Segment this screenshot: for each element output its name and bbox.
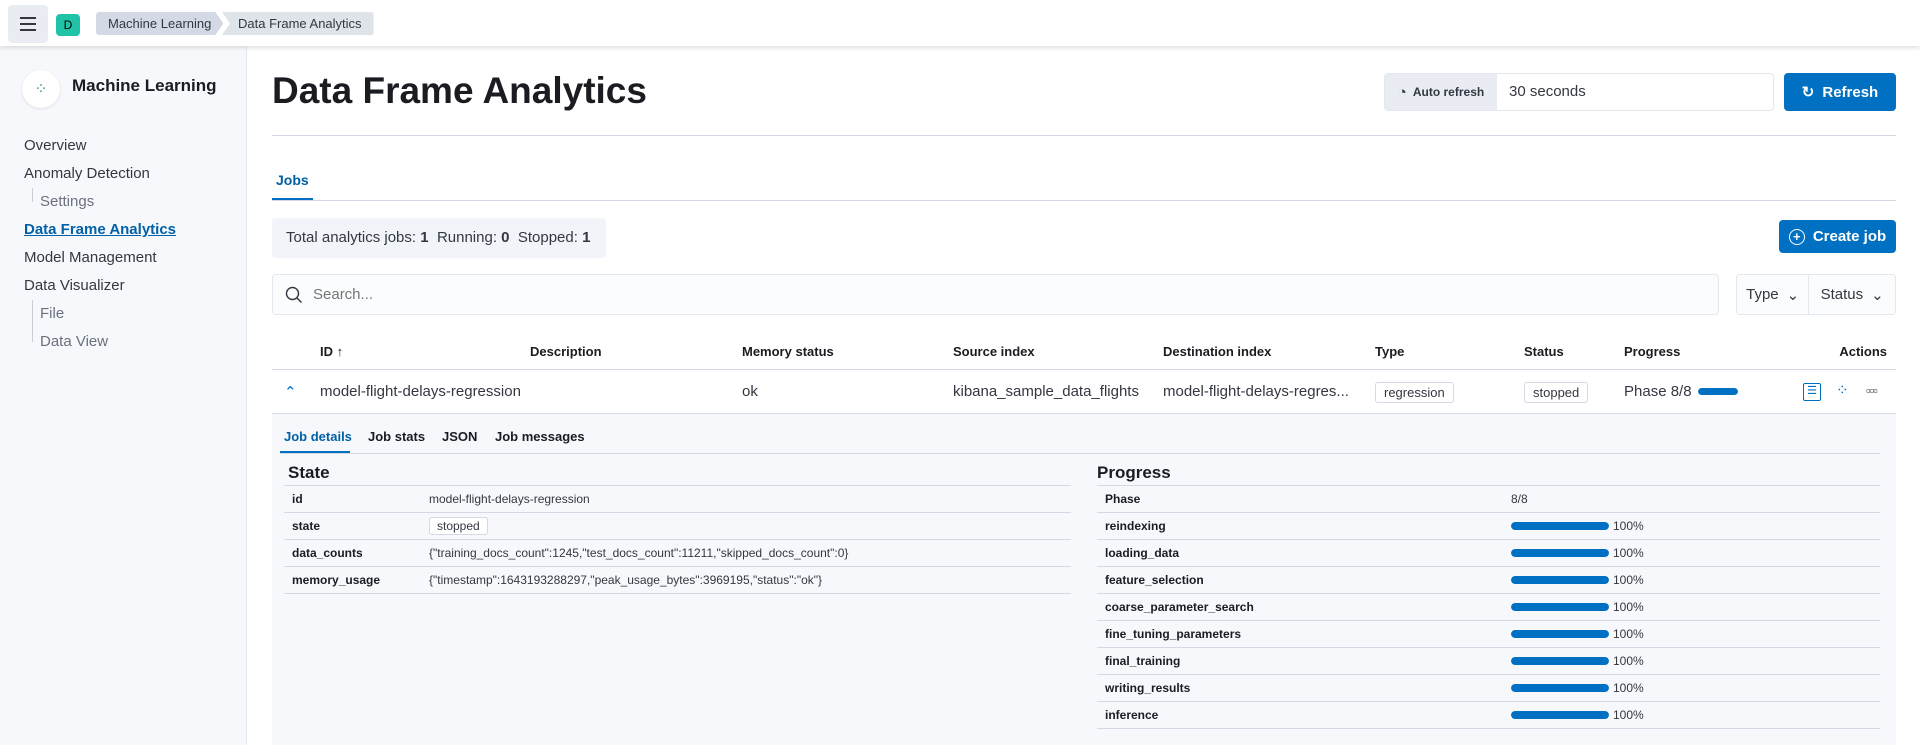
progress-row-inference: inference 100% (1097, 702, 1880, 729)
state-row-data-counts: data_counts {"training_docs_count":1245,"… (284, 540, 1071, 567)
machine-learning-logo-icon: ⁘ (22, 70, 60, 108)
state-heading: State (288, 463, 330, 482)
phase-progress-bar (1511, 711, 1609, 719)
progress-heading: Progress (1097, 463, 1171, 482)
column-header-progress: Progress (1624, 344, 1681, 359)
column-header-description: Description (530, 344, 602, 359)
state-row-state: state stopped (284, 513, 1071, 540)
progress-row-writing-results: writing_results 100% (1097, 675, 1880, 702)
auto-refresh-value[interactable]: 30 seconds (1509, 83, 1586, 100)
sidebar-item-anomaly-detection[interactable]: Anomaly Detection (24, 165, 150, 182)
space-avatar[interactable]: D (56, 14, 80, 36)
chevron-down-icon: ⌄ (1786, 286, 1800, 304)
progress-row-loading-data: loading_data 100% (1097, 540, 1880, 567)
filter-group: Type ⌄ Status ⌄ (1736, 274, 1896, 315)
column-header-source-index[interactable]: Source index (953, 344, 1035, 359)
chevron-down-icon: ⌄ (1871, 286, 1884, 304)
column-header-id[interactable]: ID ↑ (320, 344, 344, 359)
collapse-row-chevron-up-icon[interactable]: ⌃ (284, 384, 297, 401)
tab-jobs[interactable]: Jobs (276, 172, 309, 188)
search-field[interactable] (272, 274, 1719, 315)
type-filter[interactable]: Type ⌄ (1746, 286, 1800, 304)
state-table: id model-flight-delays-regression state st… (284, 485, 1071, 594)
auto-refresh-control[interactable]: ◔ Auto refresh 30 seconds (1384, 73, 1774, 111)
phase-progress-bar (1511, 603, 1609, 611)
progress-table: Phase 8/8 reindexing 100% loading_data 100% f… (1097, 485, 1880, 729)
breadcrumb-data-frame-analytics: Data Frame Analytics (222, 12, 374, 35)
search-input[interactable] (313, 286, 1613, 303)
refresh-icon: ↻ (1801, 84, 1815, 101)
phase-progress-bar (1511, 684, 1609, 692)
progress-row-final-training: final_training 100% (1097, 648, 1880, 675)
divider (272, 135, 1896, 136)
sidebar-item-file[interactable]: File (40, 305, 65, 322)
phase-progress-bar (1511, 522, 1609, 530)
search-icon (285, 286, 302, 303)
type-badge: regression (1375, 382, 1454, 403)
breadcrumb-machine-learning[interactable]: Machine Learning (96, 12, 223, 35)
expanded-row (272, 414, 1896, 745)
clock-refresh-icon: ◔ (1397, 83, 1407, 101)
sidebar-item-data-frame-analytics[interactable]: Data Frame Analytics (24, 221, 177, 238)
menu-button[interactable] (8, 5, 48, 43)
hamburger-icon (20, 17, 36, 19)
sidebar (0, 46, 247, 745)
more-actions-icon[interactable]: ▫▫▫ (1866, 383, 1878, 398)
tab-job-details[interactable]: Job details (284, 429, 352, 444)
status-badge: stopped (1524, 382, 1589, 403)
sidebar-item-overview[interactable]: Overview (24, 137, 87, 154)
tab-job-stats[interactable]: Job stats (368, 429, 426, 444)
sidebar-item-settings[interactable]: Settings (40, 193, 95, 210)
phase-progress-bar (1511, 630, 1609, 638)
column-header-destination-index[interactable]: Destination index (1163, 344, 1272, 359)
progress-row-fine-tuning-parameters: fine_tuning_parameters 100% (1097, 621, 1880, 648)
column-header-type[interactable]: Type (1375, 344, 1405, 359)
memory-status: ok (742, 383, 758, 400)
phase-progress-bar (1511, 657, 1609, 665)
sidebar-item-data-visualizer[interactable]: Data Visualizer (24, 277, 125, 294)
destination-index: model-flight-delays-regres... (1163, 383, 1349, 400)
column-header-actions: Actions (1839, 344, 1887, 359)
progress-row-phase: Phase 8/8 (1097, 486, 1880, 513)
top-header: D Machine Learning Data Frame Analytics (0, 0, 1920, 46)
tab-job-messages[interactable]: Job messages (495, 429, 585, 444)
auto-refresh-label[interactable]: ◔ Auto refresh (1385, 74, 1497, 110)
tab-json[interactable]: JSON (442, 429, 478, 444)
column-header-status[interactable]: Status (1524, 344, 1564, 359)
sidebar-title: Machine Learning (72, 76, 217, 95)
progress-row-reindexing: reindexing 100% (1097, 513, 1880, 540)
create-job-button[interactable]: + Create job (1779, 220, 1896, 253)
phase-progress-bar (1511, 576, 1609, 584)
refresh-button[interactable]: ↻ Refresh (1784, 73, 1896, 111)
progress-row-coarse-parameter-search: coarse_parameter_search 100% (1097, 594, 1880, 621)
source-index: kibana_sample_data_flights (953, 383, 1139, 400)
map-icon[interactable]: ⁘ (1836, 382, 1849, 399)
page-title: Data Frame Analytics (272, 70, 647, 111)
job-id[interactable]: model-flight-delays-regression (320, 383, 521, 400)
phase-progress-bar (1511, 549, 1609, 557)
column-header-memory-status[interactable]: Memory status (742, 344, 834, 359)
view-results-icon[interactable]: ☰ (1803, 383, 1821, 401)
job-progress: Phase 8/8 (1624, 383, 1738, 400)
status-filter[interactable]: Status ⌄ (1808, 275, 1895, 314)
state-row-id: id model-flight-delays-regression (284, 486, 1071, 513)
job-progress-bar (1697, 388, 1738, 395)
plus-circle-icon: + (1788, 228, 1805, 245)
sidebar-item-data-view[interactable]: Data View (40, 333, 109, 350)
progress-row-feature-selection: feature_selection 100% (1097, 567, 1880, 594)
jobs-summary: Total analytics jobs: 1 Running: 0 Stopp… (272, 218, 606, 258)
sidebar-item-model-management[interactable]: Model Management (24, 249, 157, 266)
state-row-memory-usage: memory_usage {"timestamp":1643193288297,"… (284, 567, 1071, 594)
sort-ascending-icon: ↑ (336, 344, 344, 359)
